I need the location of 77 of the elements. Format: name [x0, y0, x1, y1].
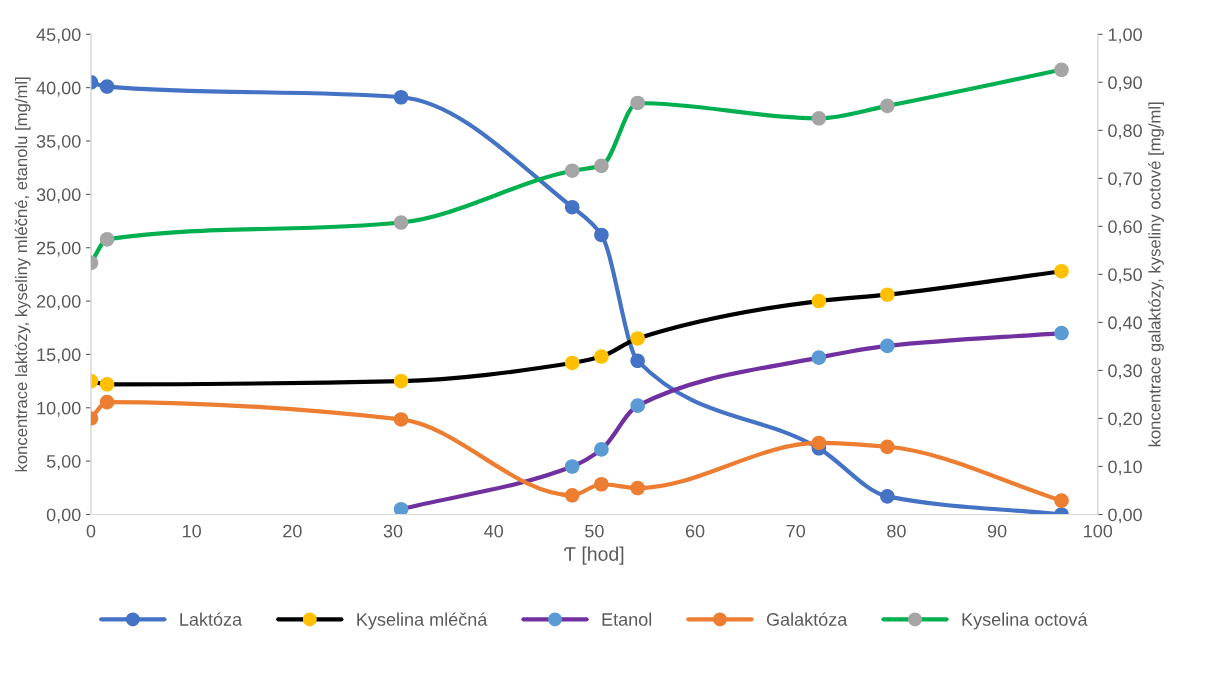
- y-tick-label: 45,00: [36, 28, 81, 44]
- y-tick-label: 0,00: [46, 508, 81, 524]
- point: [811, 293, 827, 309]
- y-tick-label: 40,00: [36, 81, 81, 97]
- y-tick-label: 25,00: [36, 241, 81, 257]
- x-tick-label: 0: [86, 524, 96, 538]
- point: [99, 377, 115, 392]
- point: [630, 398, 645, 413]
- x-tick-label: 10: [182, 524, 201, 538]
- point: [393, 373, 409, 389]
- legend-label: Galaktóza: [766, 612, 848, 626]
- y2-tick-label: 0,70: [1108, 172, 1142, 188]
- point: [630, 480, 645, 496]
- x-tick-label: 70: [786, 524, 806, 538]
- y-tick-label: 15,00: [37, 348, 81, 364]
- point: [564, 199, 580, 215]
- legend-label: Kyselina octová: [962, 612, 1088, 630]
- point: [1054, 62, 1069, 78]
- x-tick-label: 30: [383, 524, 403, 538]
- point: [880, 439, 895, 455]
- x-tick-label: 50: [585, 524, 604, 538]
- point: [1054, 493, 1069, 508]
- y2-tick-label: 0,60: [1108, 220, 1142, 236]
- y-tick-label: 5,00: [46, 455, 81, 470]
- y2-tick-label: 0,10: [1108, 460, 1142, 476]
- point: [564, 163, 580, 178]
- point: [594, 349, 609, 364]
- y2-tick-label: 0,40: [1108, 316, 1142, 332]
- y-tick-label: 30,00: [36, 188, 81, 204]
- point: [630, 95, 645, 111]
- y-tick-label: 35,00: [36, 134, 81, 150]
- x-tick-label: 80: [887, 524, 906, 538]
- point: [99, 79, 115, 94]
- x-axis-title: Ƭ [hod]: [564, 546, 624, 565]
- point: [880, 489, 895, 504]
- point: [1054, 325, 1069, 341]
- point: [630, 353, 645, 369]
- point: [564, 488, 580, 503]
- point: [393, 501, 409, 515]
- point: [811, 350, 827, 365]
- point: [594, 476, 609, 492]
- y-tick-label: 20,00: [36, 295, 81, 310]
- y-axis-title: koncentrace laktózy, kyseliny mléčné, etanolu [mg/ml]: [14, 77, 31, 472]
- point: [630, 331, 645, 346]
- x-tick-label: 90: [987, 524, 1007, 538]
- x-tick-label: 60: [685, 524, 705, 538]
- y2-tick-label: 0,20: [1108, 412, 1142, 428]
- point: [99, 394, 115, 410]
- y-tick-label: 10,00: [37, 401, 81, 417]
- legend-label: Etanol: [602, 612, 652, 626]
- legend-label: Laktóza: [180, 612, 243, 626]
- y2-tick-label: 1,00: [1108, 28, 1142, 44]
- point: [99, 232, 115, 247]
- point: [594, 158, 609, 174]
- point: [393, 215, 409, 230]
- point: [564, 355, 580, 371]
- point: [811, 111, 827, 126]
- point: [594, 227, 609, 243]
- point: [880, 338, 895, 354]
- y2-tick-label: 0,50: [1108, 268, 1142, 284]
- point: [564, 459, 580, 474]
- y2-tick-label: 0,90: [1108, 76, 1142, 92]
- x-tick-label: 100: [1084, 524, 1113, 538]
- point: [811, 435, 827, 451]
- legend-label: Kyselina mléčná: [357, 612, 488, 630]
- x-tick-label: 20: [283, 524, 302, 538]
- point: [1054, 263, 1069, 279]
- point: [880, 287, 895, 302]
- point: [594, 442, 609, 457]
- x-tick-label: 40: [484, 524, 504, 538]
- point: [393, 89, 409, 105]
- y2-axis-title: koncentrace galaktózy, kyseliny octové [mg/ml]: [1148, 102, 1164, 447]
- y2-tick-label: 0,00: [1108, 508, 1142, 524]
- point: [393, 412, 409, 427]
- y2-tick-label: 0,30: [1108, 364, 1142, 380]
- point: [880, 98, 895, 114]
- y2-tick-label: 0,80: [1108, 124, 1142, 140]
